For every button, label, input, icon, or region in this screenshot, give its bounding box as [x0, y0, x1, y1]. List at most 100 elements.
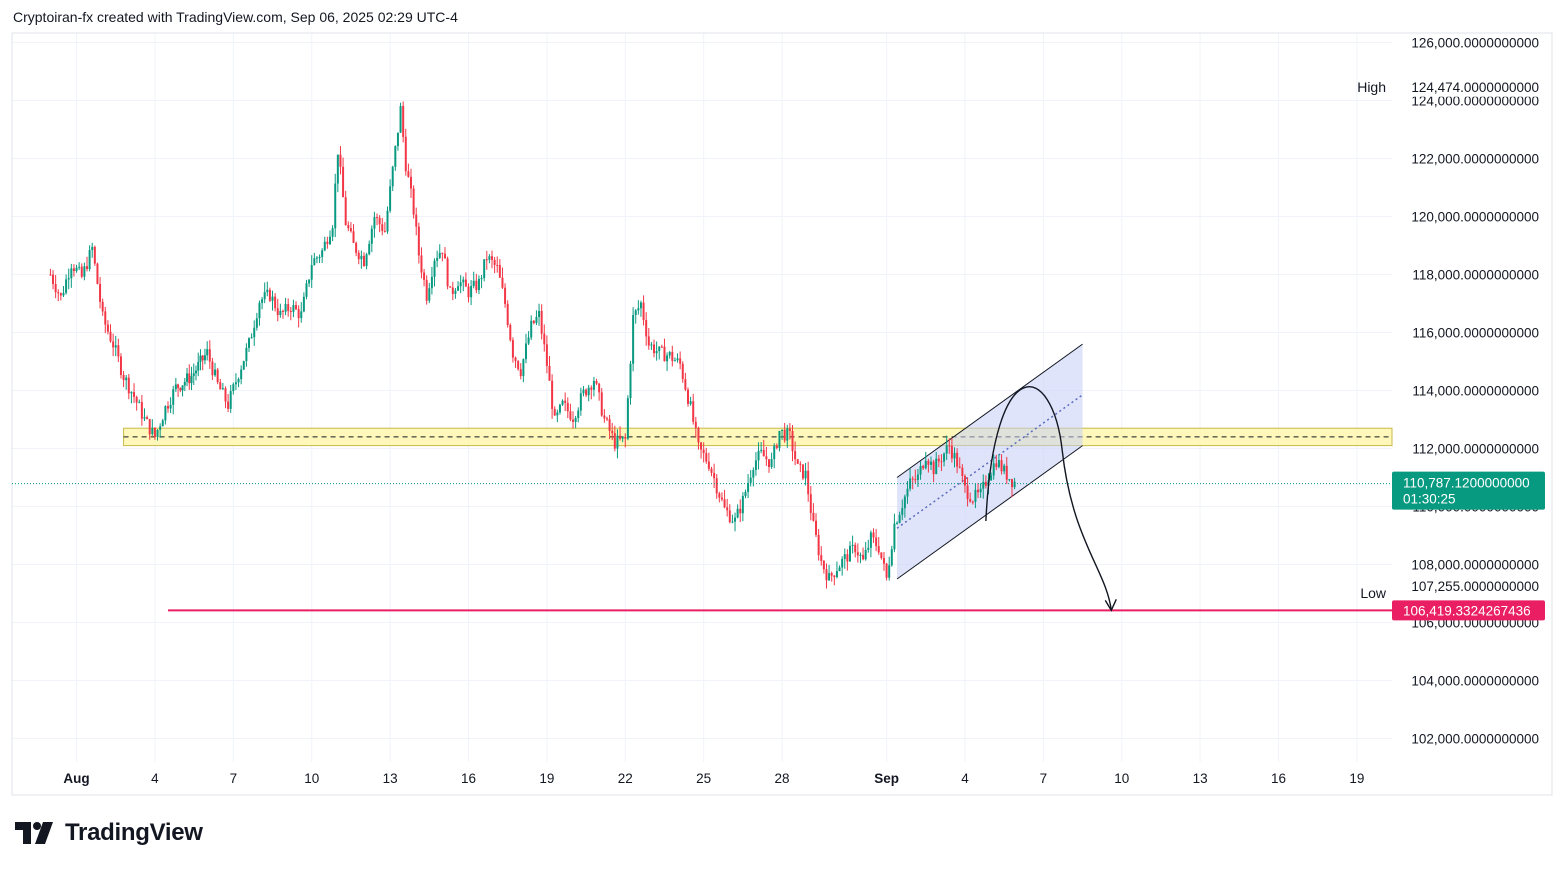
candle-down — [446, 258, 449, 287]
candle-up — [893, 523, 896, 550]
candle-down — [153, 427, 156, 437]
price-tick-label: 102,000.0000000000 — [1411, 732, 1539, 747]
candle-up — [522, 359, 525, 377]
candle-up — [574, 418, 577, 422]
candle-up — [151, 427, 154, 435]
candle-down — [715, 478, 718, 494]
candle-down — [352, 231, 355, 243]
candle-down — [443, 253, 446, 259]
candle-up — [924, 460, 927, 469]
candle-down — [720, 497, 723, 500]
candle-up — [592, 380, 595, 390]
candle-up — [616, 435, 619, 449]
target-price-value: 106,419.3324267436 — [1403, 603, 1531, 618]
candle-down — [342, 166, 345, 198]
candle-down — [603, 415, 606, 419]
candle-down — [268, 289, 271, 301]
tradingview-brand: TradingView — [15, 818, 203, 848]
candle-down — [922, 465, 925, 469]
candle-down — [177, 384, 180, 388]
time-tick-label: Sep — [874, 771, 899, 786]
candle-up — [909, 478, 912, 489]
candle-down — [911, 478, 914, 480]
candle-down — [383, 230, 386, 232]
candle-down — [702, 449, 705, 454]
candle-down — [984, 481, 987, 486]
candle-down — [224, 388, 227, 402]
candle-up — [130, 392, 133, 394]
time-tick-label: 7 — [1040, 771, 1048, 786]
candle-down — [726, 507, 729, 511]
candle-up — [459, 282, 462, 287]
candle-up — [859, 554, 862, 556]
candle-up — [864, 549, 867, 560]
channel-upper-line — [896, 343, 1083, 478]
candle-up — [804, 470, 807, 479]
candle-down — [219, 382, 222, 390]
candle-up — [744, 491, 747, 497]
candle-up — [488, 256, 491, 260]
candle-down — [493, 259, 496, 265]
candle-up — [258, 302, 261, 319]
candle-down — [642, 302, 645, 321]
candle-up — [734, 517, 737, 522]
candle-down — [830, 573, 833, 576]
candle-up — [253, 327, 256, 338]
candle-up — [396, 132, 399, 147]
candle-down — [961, 467, 964, 477]
tradingview-logo-icon — [15, 822, 53, 844]
candle-up — [556, 412, 559, 416]
candle-up — [250, 337, 253, 339]
support-zone — [123, 427, 1393, 447]
candle-down — [671, 351, 674, 361]
candle-down — [49, 274, 52, 276]
candle-down — [104, 311, 107, 325]
candle-up — [741, 496, 744, 514]
candle-up — [527, 337, 530, 344]
candle-up — [992, 463, 995, 476]
candle-up — [650, 344, 653, 346]
candle-up — [214, 369, 217, 376]
candle-up — [394, 146, 397, 167]
candle-down — [511, 340, 514, 358]
candle-up — [360, 255, 363, 260]
candle-up — [433, 260, 436, 277]
candle-up — [232, 384, 235, 392]
candle-up — [637, 308, 640, 311]
candle-down — [788, 428, 791, 431]
candle-up — [300, 311, 303, 319]
candle-up — [658, 346, 661, 352]
candle-up — [579, 393, 582, 411]
candle-down — [600, 392, 603, 416]
price-axis: 102,000.0000000000104,000.0000000000106,… — [1411, 36, 1539, 747]
candle-up — [245, 347, 248, 362]
candle-up — [888, 565, 891, 578]
candle-down — [977, 489, 980, 493]
candle-up — [156, 429, 159, 437]
candle-up — [997, 460, 1000, 468]
candle-down — [412, 188, 415, 215]
candle-down — [791, 430, 794, 452]
brand-name: TradingView — [65, 819, 203, 846]
candle-up — [143, 417, 146, 419]
candle-up — [125, 377, 128, 381]
candle-down — [540, 310, 543, 334]
projection-arrow — [985, 386, 1117, 612]
price-tick-label: 114,000.0000000000 — [1412, 384, 1539, 399]
candle-down — [875, 537, 878, 547]
candle-up — [731, 521, 734, 523]
candle-up — [689, 401, 692, 404]
channel-median-line — [896, 394, 1083, 529]
candle-up — [323, 241, 326, 251]
candle-down — [72, 268, 75, 272]
candle-up — [183, 381, 186, 386]
time-tick-label: 4 — [151, 771, 159, 786]
candle-up — [778, 430, 781, 448]
candle-down — [57, 292, 60, 294]
candle-down — [882, 557, 885, 564]
price-tick-label: 116,000.0000000000 — [1412, 326, 1539, 341]
candle-up — [828, 573, 831, 581]
candle-up — [454, 290, 457, 294]
candle-down — [783, 429, 786, 441]
